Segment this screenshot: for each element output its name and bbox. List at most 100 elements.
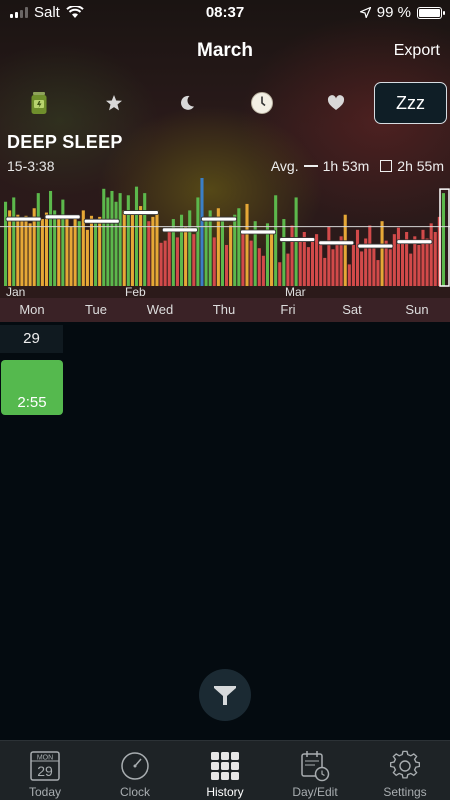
chart-bar <box>286 253 290 286</box>
status-bar: Salt 08:37 99 % <box>0 0 450 26</box>
deep-sleep-tab[interactable]: Zzz <box>374 82 447 124</box>
location-arrow-icon <box>359 7 371 18</box>
moon-icon <box>181 95 194 110</box>
chart-bar <box>233 214 237 286</box>
weekly-average-marker <box>279 237 316 242</box>
chart-bar <box>57 219 61 286</box>
tab-clock-label: Clock <box>119 785 150 799</box>
chart-bar <box>376 260 380 286</box>
chart-bar <box>192 234 196 286</box>
clock-metric-tab[interactable] <box>240 82 284 124</box>
chart-bar <box>167 232 171 286</box>
chart-bar <box>245 203 249 286</box>
weekly-average-marker <box>357 243 394 249</box>
chart-bar <box>409 253 413 286</box>
chart-bar <box>372 247 376 286</box>
star-metric-tab[interactable] <box>92 82 136 124</box>
grid-icon <box>211 752 239 780</box>
chart-bar <box>237 208 241 286</box>
weekday-sun: Sun <box>405 302 429 317</box>
chart-bar <box>282 219 286 286</box>
heart-metric-tab[interactable] <box>314 82 358 124</box>
chart-bar <box>364 238 368 286</box>
chart-bar <box>360 251 364 286</box>
avg-alt-value: 2h 55m <box>397 158 444 174</box>
weekly-average-marker <box>83 218 120 224</box>
chart-bar <box>89 215 94 286</box>
chart-bar <box>413 236 417 286</box>
battery-can-icon <box>31 92 47 114</box>
tab-clock[interactable]: Clock <box>90 741 180 800</box>
chart-bar <box>77 221 81 286</box>
weekly-average-marker <box>122 210 159 215</box>
export-button[interactable]: Export <box>393 42 440 59</box>
chart-bar <box>384 240 388 286</box>
month-label-jan: Jan <box>6 285 26 299</box>
chart-bar <box>147 221 151 286</box>
metric-range: 15-3:38 <box>7 158 55 174</box>
alarm-clock-icon <box>251 92 273 114</box>
day-cell-date[interactable]: 29 <box>0 325 63 353</box>
chart-bar <box>302 232 306 286</box>
chart-bar <box>290 225 294 286</box>
funnel-icon <box>214 686 236 705</box>
chart-bar <box>28 223 32 286</box>
star-icon <box>106 95 122 111</box>
status-time: 08:37 <box>205 4 245 21</box>
chart-bar <box>151 216 155 286</box>
today-day-abbr: MON <box>37 755 53 762</box>
chart-bar <box>310 238 315 286</box>
chart-bar <box>94 223 98 286</box>
avg-line-legend-icon <box>303 165 318 167</box>
chart-bar <box>12 197 16 286</box>
chart-bar <box>114 201 118 286</box>
battery-metric-tab[interactable] <box>17 82 61 124</box>
chart-bar <box>4 201 8 286</box>
chart-bar <box>380 221 384 286</box>
chart-bar <box>143 193 147 286</box>
weekday-tue: Tue <box>85 302 107 317</box>
chart-bar <box>130 212 134 286</box>
moon-metric-tab[interactable] <box>165 82 209 124</box>
chart-bar <box>155 210 159 286</box>
metric-title: DEEP SLEEP <box>7 132 123 152</box>
tab-settings[interactable]: Settings <box>360 741 450 800</box>
month-label-feb: Feb <box>125 285 146 299</box>
chart-bar <box>65 214 69 286</box>
chart-bar <box>257 248 261 286</box>
avg-label: Avg. <box>270 158 299 174</box>
today-date-number: 29 <box>37 763 53 779</box>
filter-button[interactable] <box>199 669 251 721</box>
heart-icon <box>327 95 345 110</box>
chart-bar <box>106 197 110 286</box>
chart-bar <box>417 244 421 286</box>
chart-bar <box>159 242 163 286</box>
chart-bar <box>69 226 73 286</box>
tab-day-edit-label: Day/Edit <box>292 785 338 799</box>
tab-today[interactable]: MON 29 Today <box>0 741 90 800</box>
tab-day-edit[interactable]: Day/Edit <box>270 741 360 800</box>
chart-bar <box>261 255 265 286</box>
deep-sleep-chart[interactable] <box>0 178 450 298</box>
chart-bar <box>347 264 351 286</box>
chart-bar <box>126 195 130 286</box>
chart-bar <box>331 249 335 286</box>
carrier-name: Salt <box>34 4 60 21</box>
chart-bar <box>16 214 20 286</box>
chart-bar <box>429 223 433 286</box>
cell-signal-icon <box>10 7 28 18</box>
chart-bar <box>134 186 139 286</box>
avg-value: 1h 53m <box>322 158 370 174</box>
chart-bar <box>270 234 274 286</box>
month-band <box>0 284 450 298</box>
weekday-fri: Fri <box>280 302 296 317</box>
day-cell-value[interactable]: 2:55 <box>1 360 63 415</box>
weekday-wed: Wed <box>146 302 174 317</box>
chart-bar <box>85 229 89 286</box>
chart-bar <box>339 236 343 286</box>
chart-bar <box>179 214 184 286</box>
tab-history[interactable]: History <box>180 741 270 800</box>
chart-bar <box>49 190 53 286</box>
chart-bar <box>110 190 114 286</box>
average-summary: Avg. 1h 53m 2h 55m <box>271 158 444 174</box>
